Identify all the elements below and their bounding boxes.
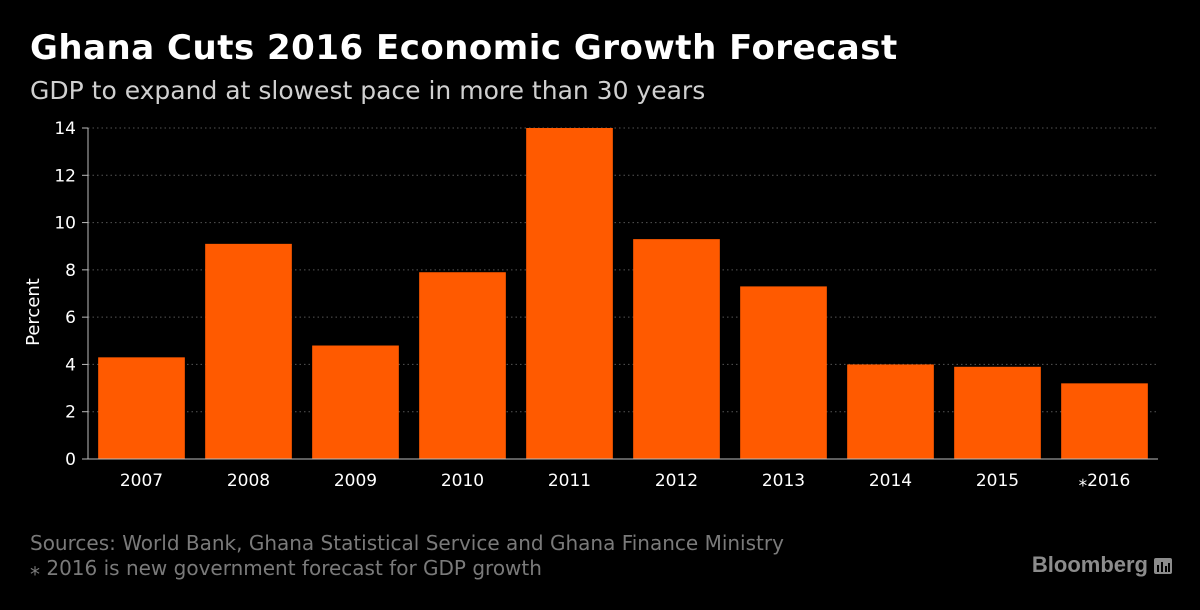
chart-title: Ghana Cuts 2016 Economic Growth Forecast: [30, 28, 898, 68]
sources-note: Sources: World Bank, Ghana Statistical S…: [30, 531, 784, 555]
x-tick-label: 2007: [120, 471, 163, 491]
x-tick-label: 2011: [548, 471, 591, 491]
x-tick-label: 2010: [441, 471, 484, 491]
bar-2013: [740, 286, 827, 459]
logo-text: Bloomberg: [1031, 552, 1148, 577]
y-tick-label: 2: [65, 403, 76, 423]
bar-2012: [633, 239, 720, 459]
bar-2014: [847, 364, 934, 459]
y-tick-label: 14: [54, 119, 76, 139]
bar-2015: [954, 366, 1041, 459]
y-axis-label: Percent: [23, 278, 44, 346]
forecast-footnote: ⁎ 2016 is new government forecast for GD…: [30, 556, 542, 580]
x-tick-label: 2015: [976, 471, 1019, 491]
x-tick-label: 2008: [227, 471, 270, 491]
bar-2016: [1061, 383, 1148, 459]
y-tick-label: 12: [54, 166, 76, 186]
y-tick-label: 10: [54, 214, 76, 234]
x-tick-label: 2014: [869, 471, 912, 491]
x-tick-label: ⁎2016: [1079, 471, 1131, 491]
axes: 0 2 4 6 8 10 12 14 2007 2008 2009 2010 2011 2012 2013 2…: [54, 119, 1158, 491]
y-tick-label: 0: [65, 450, 76, 470]
bar-2011: [526, 128, 613, 459]
x-tick-label: 2009: [334, 471, 377, 491]
bars: [98, 128, 1148, 459]
chart-subtitle: GDP to expand at slowest pace in more th…: [30, 76, 706, 105]
bar-2007: [98, 357, 185, 459]
x-tick-label: 2013: [762, 471, 805, 491]
bloomberg-logo: Bloomberg: [1032, 552, 1172, 578]
bar-2008: [205, 243, 292, 459]
x-tick-label: 2012: [655, 471, 698, 491]
bloomberg-bars-icon: [1154, 558, 1172, 574]
y-tick-label: 6: [65, 308, 76, 328]
y-tick-label: 4: [65, 355, 76, 375]
bar-2010: [419, 272, 506, 459]
bar-2009: [312, 345, 399, 459]
y-tick-label: 8: [65, 261, 76, 281]
